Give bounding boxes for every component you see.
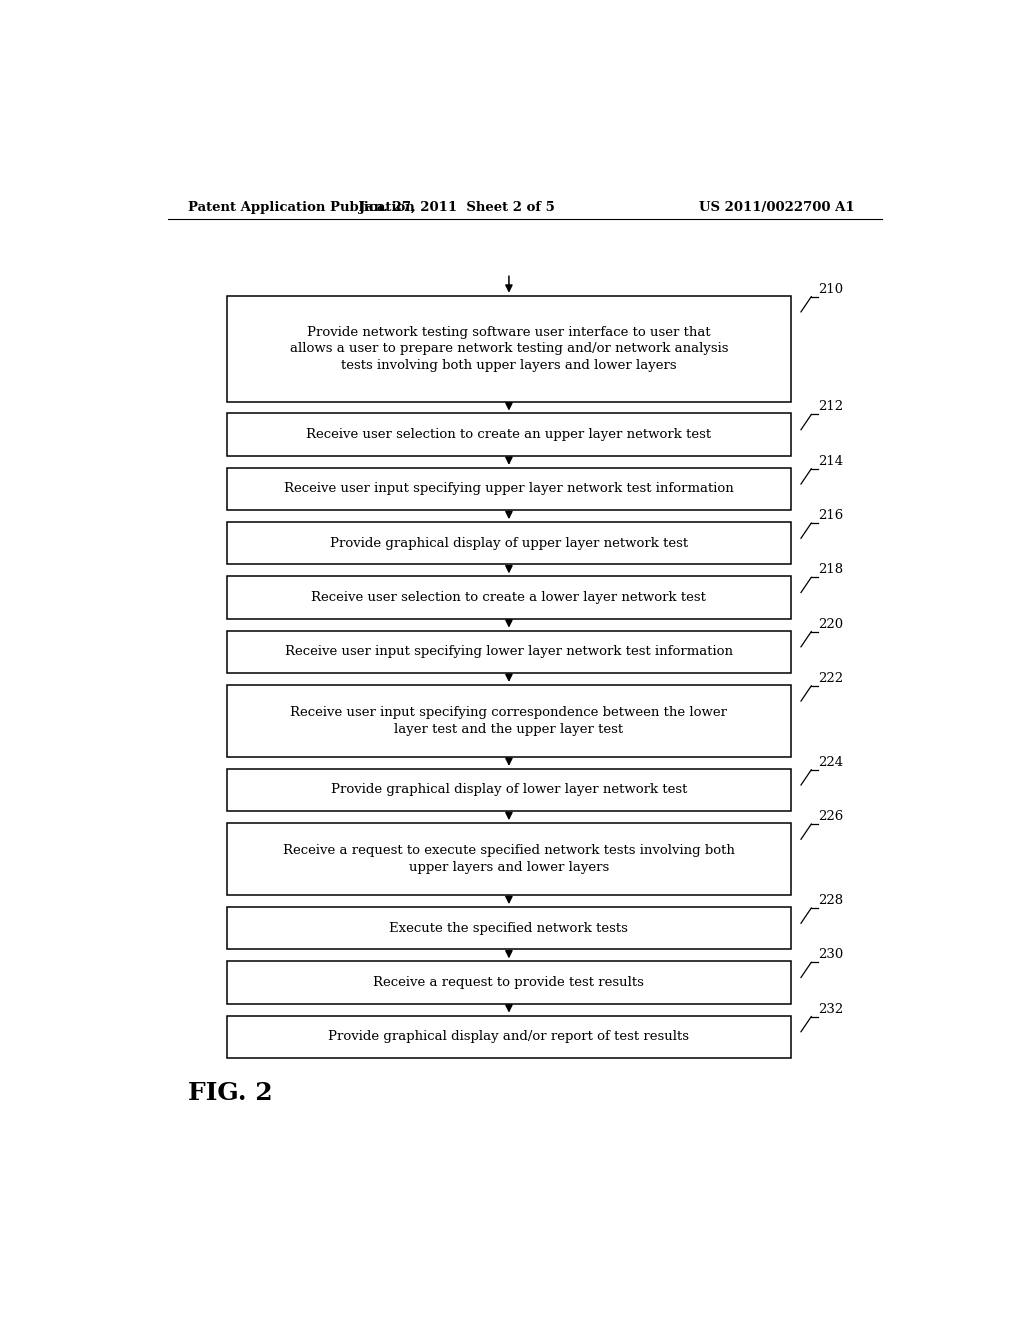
Text: Provide graphical display of upper layer network test: Provide graphical display of upper layer… — [330, 537, 688, 549]
Text: 212: 212 — [818, 400, 844, 413]
Text: 230: 230 — [818, 948, 844, 961]
Text: Receive user selection to create an upper layer network test: Receive user selection to create an uppe… — [306, 428, 712, 441]
Text: 226: 226 — [818, 810, 844, 824]
Text: 232: 232 — [818, 1002, 844, 1015]
Bar — [227, 631, 791, 673]
Text: Provide graphical display of lower layer network test: Provide graphical display of lower layer… — [331, 784, 687, 796]
Text: 216: 216 — [818, 510, 844, 521]
Bar — [227, 907, 791, 949]
Text: Receive user input specifying lower layer network test information: Receive user input specifying lower laye… — [285, 645, 733, 659]
Text: Execute the specified network tests: Execute the specified network tests — [389, 921, 629, 935]
Text: 210: 210 — [818, 282, 844, 296]
Bar — [227, 685, 791, 756]
Bar — [227, 296, 791, 401]
Bar — [227, 961, 791, 1003]
Text: Receive a request to provide test results: Receive a request to provide test result… — [374, 975, 644, 989]
Text: Jan. 27, 2011  Sheet 2 of 5: Jan. 27, 2011 Sheet 2 of 5 — [359, 201, 555, 214]
Text: Provide graphical display and/or report of test results: Provide graphical display and/or report … — [329, 1030, 689, 1043]
Text: Receive user selection to create a lower layer network test: Receive user selection to create a lower… — [311, 591, 707, 605]
Text: 218: 218 — [818, 564, 844, 577]
Text: Receive a request to execute specified network tests involving both
upper layers: Receive a request to execute specified n… — [283, 845, 735, 874]
Text: 224: 224 — [818, 756, 844, 768]
Text: FIG. 2: FIG. 2 — [187, 1081, 272, 1105]
Text: Receive user input specifying correspondence between the lower
layer test and th: Receive user input specifying correspond… — [291, 706, 727, 735]
Bar — [227, 413, 791, 455]
Text: 228: 228 — [818, 894, 844, 907]
Text: US 2011/0022700 A1: US 2011/0022700 A1 — [699, 201, 855, 214]
Bar — [227, 521, 791, 565]
Bar — [227, 577, 791, 619]
Bar — [227, 467, 791, 510]
Bar — [227, 768, 791, 812]
Bar — [227, 1015, 791, 1057]
Text: 222: 222 — [818, 672, 844, 685]
Text: Receive user input specifying upper layer network test information: Receive user input specifying upper laye… — [284, 482, 734, 495]
Text: Provide network testing software user interface to user that
allows a user to pr: Provide network testing software user in… — [290, 326, 728, 372]
Text: 214: 214 — [818, 455, 844, 467]
Text: Patent Application Publication: Patent Application Publication — [187, 201, 415, 214]
Bar — [227, 824, 791, 895]
Text: 220: 220 — [818, 618, 844, 631]
